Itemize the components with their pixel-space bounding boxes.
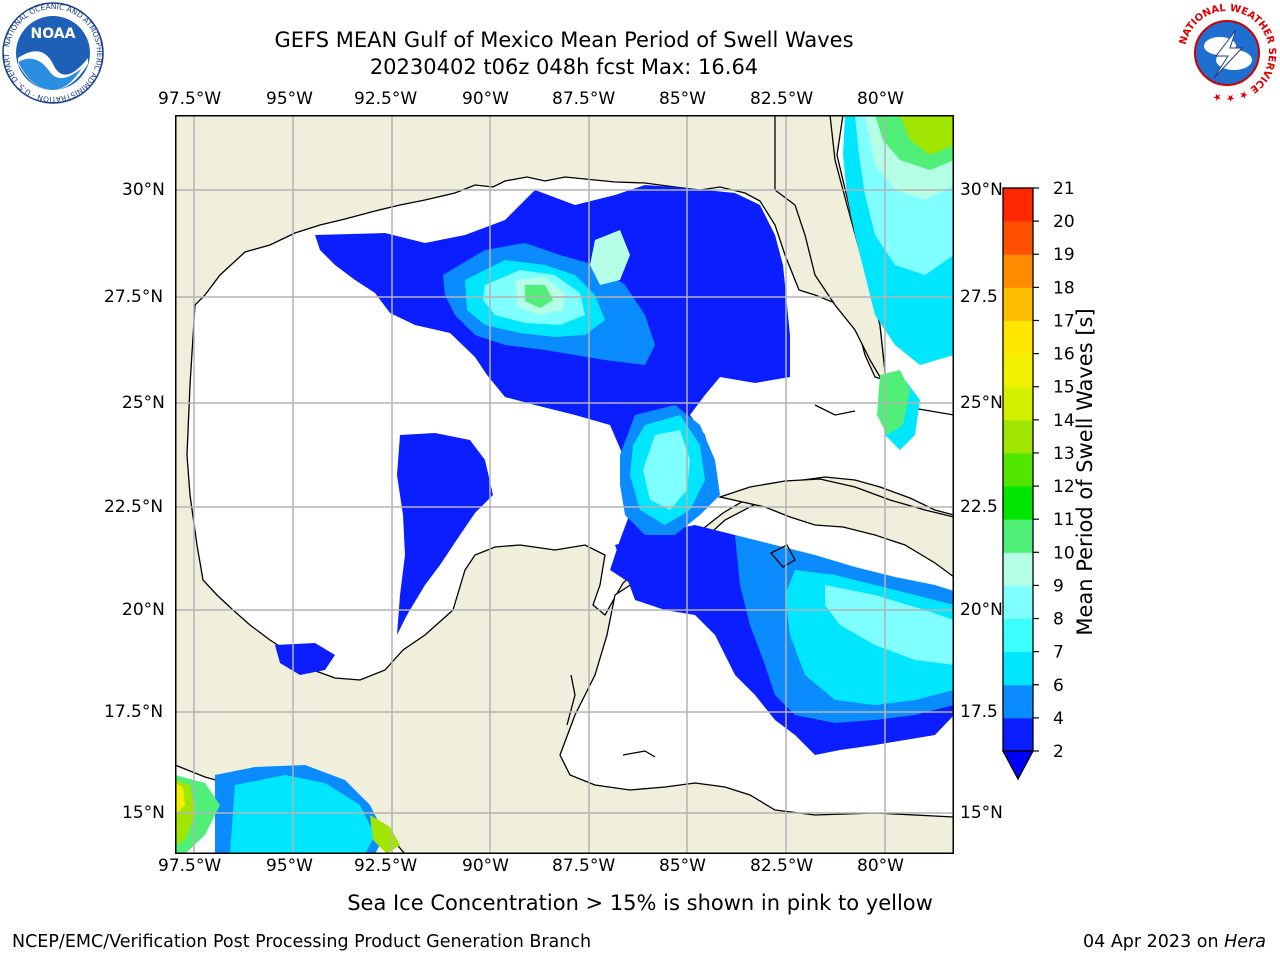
footer-date: 04 Apr 2023 on Hera <box>1083 932 1266 952</box>
colorbar-tick-label: 15 <box>1053 378 1075 398</box>
colorbar-tick-label: 2 <box>1053 742 1064 762</box>
colorbar-tick-label: 4 <box>1053 709 1064 729</box>
lat-label-right-7: 15°N <box>960 803 1003 823</box>
colorbar-swatch <box>1003 486 1033 520</box>
colorbar-swatch <box>1003 651 1033 686</box>
lon-label-top-2: 95°W <box>266 89 313 109</box>
cuba-island <box>717 478 954 578</box>
colorbar-tick-label: 21 <box>1053 180 1075 199</box>
colorbar-swatch <box>1003 419 1033 454</box>
lat-label-left-7: 15°N <box>122 803 165 823</box>
colorbar-tick-label: 18 <box>1053 278 1075 298</box>
lon-label-bottom-5: 87.5°W <box>552 856 616 876</box>
colorbar-swatch <box>1003 519 1033 553</box>
colorbar-tick-label: 16 <box>1053 345 1075 365</box>
noaa-logo: NATIONAL OCEANIC AND ATMOSPHERIC ADMINIS… <box>2 2 104 104</box>
lon-label-top-3: 92.5°W <box>354 89 418 109</box>
colorbar-label: Mean Period of Swell Waves [s] <box>1073 308 1097 636</box>
colorbar-tick-label: 10 <box>1053 543 1075 563</box>
lat-label-right-6: 17.5 <box>960 702 998 722</box>
coastline-details <box>566 404 856 758</box>
lat-label-left-2: 27.5°N <box>104 287 164 307</box>
colorbar-tick-label: 12 <box>1053 477 1075 497</box>
lon-label-top-8: 80°W <box>857 89 904 109</box>
colorbar-swatch <box>1003 717 1033 752</box>
colorbar-swatch <box>1003 353 1033 388</box>
colorbar-swatches <box>1001 188 1035 781</box>
colorbar-tick-label: 9 <box>1053 576 1064 596</box>
colorbar-swatch <box>1003 552 1033 586</box>
colorbar-tick-label: 20 <box>1053 212 1075 232</box>
map-gridlines <box>175 115 954 854</box>
lon-label-bottom-3: 92.5°W <box>354 856 418 876</box>
colorbar-tick-label: 6 <box>1053 676 1064 696</box>
colorbar-swatch <box>1003 386 1033 421</box>
lat-label-left-3: 25°N <box>122 393 165 413</box>
lon-label-bottom-1: 97.5°W <box>158 856 222 876</box>
swell-contours <box>175 115 954 854</box>
colorbar-swatch <box>1003 684 1033 719</box>
colorbar-swatch <box>1003 585 1033 620</box>
colorbar-swatch <box>1003 452 1033 487</box>
chart-title: GEFS MEAN Gulf of Mexico Mean Period of … <box>274 28 854 52</box>
chart-subtitle: 20230402 t06z 048h fcst Max: 16.64 <box>369 55 759 79</box>
colorbar-tick-label: 17 <box>1053 311 1075 331</box>
lat-label-left-6: 17.5°N <box>104 702 164 722</box>
lon-label-bottom-8: 80°W <box>857 856 904 876</box>
svg-text:NOAA: NOAA <box>31 26 76 42</box>
colorbar-swatch <box>1003 320 1033 355</box>
colorbar-tick-label: 8 <box>1053 610 1064 630</box>
colorbar: 2 4 6 7 8 9 10 11 12 13 14 15 16 17 18 19 20 21 <box>1001 180 1075 781</box>
colorbar-tick-label: 14 <box>1053 411 1075 431</box>
lat-label-left-4: 22.5°N <box>104 497 164 517</box>
colorbar-swatch <box>1003 254 1033 288</box>
colorbar-swatch <box>1003 188 1033 222</box>
lon-label-top-7: 82.5°W <box>750 89 814 109</box>
colorbar-swatch <box>1003 221 1033 255</box>
colorbar-swatch <box>1003 287 1033 321</box>
colorbar-tick-label: 13 <box>1053 444 1075 464</box>
footer-machine: Hera <box>1224 932 1266 952</box>
lon-label-bottom-7: 82.5°W <box>750 856 814 876</box>
lat-label-right-1: 30°N <box>960 180 1003 200</box>
lon-label-top-4: 90°W <box>462 89 509 109</box>
lon-label-top-5: 87.5°W <box>552 89 616 109</box>
nws-logo: NATIONAL WEATHER SERVICE ★ ★ ★ <box>1177 3 1277 103</box>
lat-label-right-2: 27.5 <box>960 287 998 307</box>
sea-ice-note: Sea Ice Concentration > 15% is shown in … <box>347 891 933 915</box>
colorbar-tick-label: 7 <box>1053 643 1064 663</box>
colorbar-frame <box>1002 187 1034 752</box>
lon-label-top-1: 97.5°W <box>158 89 222 109</box>
lon-label-bottom-2: 95°W <box>266 856 313 876</box>
lat-label-right-3: 25°N <box>960 393 1003 413</box>
map-panel <box>175 115 954 854</box>
footer-credit: NCEP/EMC/Verification Post Processing Pr… <box>12 932 592 952</box>
colorbar-tick-label: 19 <box>1053 245 1075 265</box>
lat-label-right-5: 20°N <box>960 600 1003 620</box>
lat-label-left-5: 20°N <box>122 600 165 620</box>
lat-label-right-4: 22.5 <box>960 497 998 517</box>
lon-label-top-6: 85°W <box>659 89 706 109</box>
footer-date-text: 04 Apr 2023 on <box>1083 932 1225 952</box>
lat-label-left-1: 30°N <box>122 180 165 200</box>
colorbar-ticks: 2 4 6 7 8 9 10 11 12 13 14 15 16 17 18 19 20 21 <box>1033 180 1075 762</box>
colorbar-tick-label: 11 <box>1053 510 1075 530</box>
lon-label-bottom-6: 85°W <box>659 856 706 876</box>
colorbar-under-triangle <box>1001 750 1035 781</box>
map-frame <box>175 115 954 854</box>
lon-label-bottom-4: 90°W <box>462 856 509 876</box>
colorbar-swatch <box>1003 618 1033 653</box>
